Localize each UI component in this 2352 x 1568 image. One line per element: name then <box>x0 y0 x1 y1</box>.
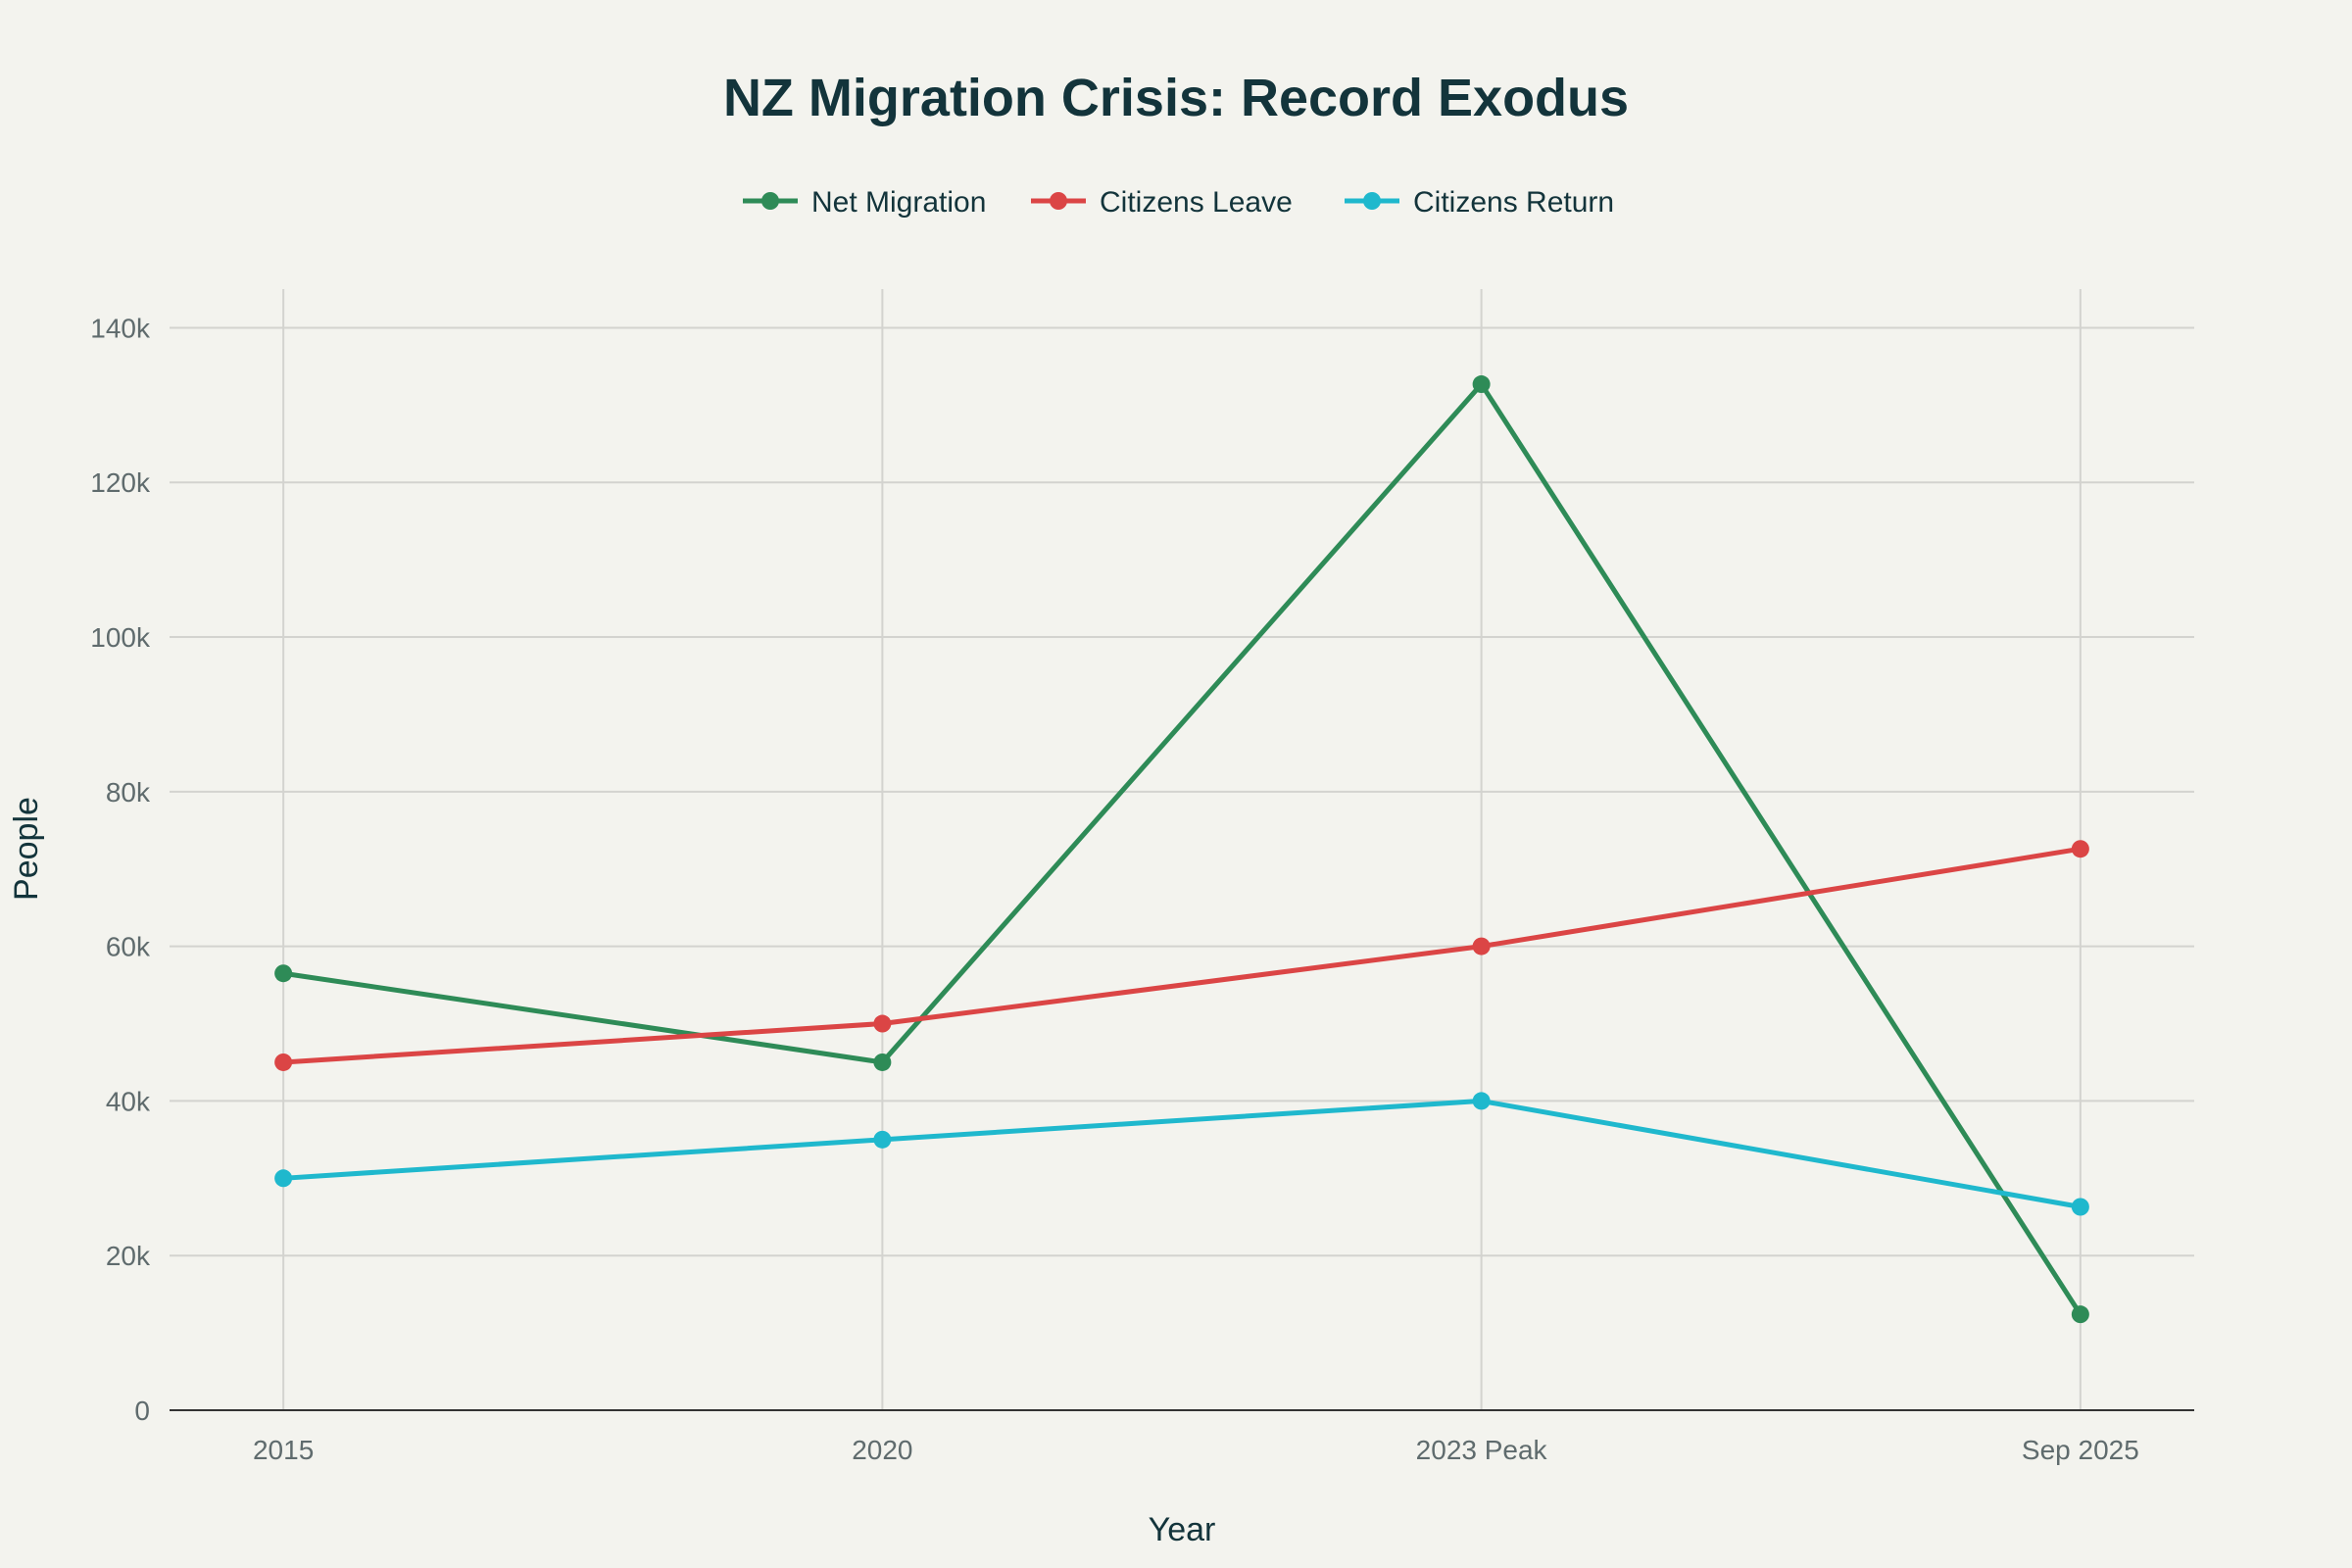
series-line-0 <box>282 381 2082 1316</box>
gridlines <box>170 289 2194 1410</box>
y-axis-title: People <box>8 797 45 901</box>
x-tick-label: 2023 Peak <box>1416 1435 1548 1465</box>
data-point[interactable] <box>274 1169 293 1188</box>
y-tick-label: 100k <box>90 622 151 653</box>
axes: 0 20k 40k 60k 80k 100k 120k 140k 2015 2020 2023 Pe… <box>90 313 2194 1465</box>
y-tick-label: 40k <box>106 1086 151 1116</box>
data-point[interactable] <box>873 1053 892 1071</box>
legend-marker-icon <box>761 192 779 210</box>
legend-label: Citizens Return <box>1413 186 1614 219</box>
x-axis-title: Year <box>1149 1511 1216 1548</box>
data-point[interactable] <box>873 1130 892 1149</box>
data-point[interactable] <box>1472 937 1491 956</box>
legend-label: Net Migration <box>811 186 986 219</box>
legend-item[interactable]: Citizens Leave <box>1031 186 1293 219</box>
data-point[interactable] <box>2071 840 2089 858</box>
data-point[interactable] <box>274 964 293 983</box>
y-tick-label: 80k <box>106 777 151 808</box>
series-lines <box>274 375 2089 1324</box>
x-tick-label: 2015 <box>253 1435 314 1465</box>
legend[interactable]: Net Migration Citizens Leave Citizens Retu… <box>743 186 1614 219</box>
x-tick-label: 2020 <box>852 1435 912 1465</box>
legend-item[interactable]: Net Migration <box>743 186 986 219</box>
data-point[interactable] <box>274 1053 293 1071</box>
y-tick-label: 0 <box>134 1396 150 1426</box>
y-tick-label: 20k <box>106 1241 151 1271</box>
data-point[interactable] <box>1472 1092 1491 1110</box>
data-point[interactable] <box>2071 1305 2089 1324</box>
legend-marker-icon <box>1050 192 1067 210</box>
y-tick-label: 60k <box>106 932 151 962</box>
y-tick-label: 120k <box>90 467 151 498</box>
y-tick-label: 140k <box>90 313 151 343</box>
series-line-1 <box>282 846 2082 1065</box>
legend-label: Citizens Leave <box>1100 186 1293 219</box>
chart-title: NZ Migration Crisis: Record Exodus <box>723 69 1629 127</box>
x-tick-label: Sep 2025 <box>2022 1435 2139 1465</box>
legend-item[interactable]: Citizens Return <box>1345 186 1614 219</box>
data-point[interactable] <box>1472 375 1491 394</box>
legend-marker-icon <box>1363 192 1381 210</box>
series-line-2 <box>282 1098 2082 1209</box>
data-point[interactable] <box>2071 1198 2089 1216</box>
data-point[interactable] <box>873 1014 892 1033</box>
